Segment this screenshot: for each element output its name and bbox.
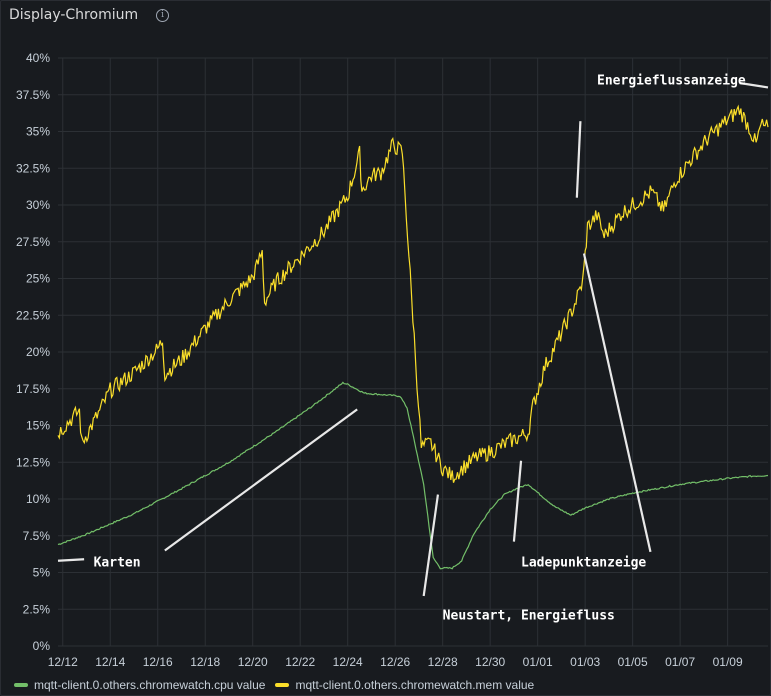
x-tick-label: 01/09 (713, 655, 743, 669)
y-tick-label: 22.5% (16, 308, 50, 322)
annotation-line (57, 558, 85, 562)
x-tick-label: 12/12 (48, 655, 78, 669)
annotation-line (739, 81, 769, 89)
y-tick-label: 12.5% (16, 455, 50, 469)
x-tick-label: 12/30 (475, 655, 505, 669)
annotation-label: Karten (94, 556, 141, 571)
annotation-label: Energieflussanzeige (597, 73, 746, 88)
annotation-line (512, 460, 523, 542)
panel-header: Display-Chromium i (9, 5, 170, 25)
y-tick-label: 32.5% (16, 161, 50, 175)
y-tick-label: 17.5% (16, 382, 50, 396)
y-tick-label: 7.5% (23, 529, 51, 543)
legend-item-cpu[interactable]: mqtt-client.0.others.chromewatch.cpu val… (14, 678, 265, 692)
mem-series-line (57, 104, 769, 483)
x-tick-label: 12/26 (380, 655, 410, 669)
y-tick-label: 5% (33, 566, 51, 580)
y-tick-label: 37.5% (16, 88, 50, 102)
x-tick-label: 12/20 (238, 655, 268, 669)
x-tick-label: 12/14 (95, 655, 125, 669)
legend-label-mem: mqtt-client.0.others.chromewatch.mem val… (295, 678, 535, 692)
legend-swatch-cpu (14, 683, 28, 687)
y-tick-label: 20% (26, 345, 50, 359)
legend: mqtt-client.0.others.chromewatch.cpu val… (14, 678, 544, 692)
y-tick-label: 2.5% (23, 602, 51, 616)
y-tick-label: 15% (26, 419, 50, 433)
annotation-label: Ladepunktanzeige (521, 556, 646, 571)
annotation-label: Neustart, Energiefluss (443, 609, 615, 624)
y-tick-label: 25% (26, 272, 50, 286)
legend-label-cpu: mqtt-client.0.others.chromewatch.cpu val… (34, 678, 266, 692)
panel-title[interactable]: Display-Chromium (9, 7, 139, 23)
x-tick-label: 12/24 (333, 655, 363, 669)
cpu-series-line (57, 381, 769, 570)
annotation-line (575, 121, 582, 198)
x-tick-label: 12/18 (190, 655, 220, 669)
y-tick-label: 0% (33, 639, 51, 653)
y-tick-label: 27.5% (16, 235, 50, 249)
x-tick-label: 01/03 (570, 655, 600, 669)
y-tick-label: 40% (26, 51, 50, 65)
legend-item-mem[interactable]: mqtt-client.0.others.chromewatch.mem val… (275, 678, 534, 692)
y-tick-label: 30% (26, 198, 50, 212)
annotation-line (164, 408, 358, 552)
x-tick-label: 12/16 (143, 655, 173, 669)
x-tick-label: 01/07 (665, 655, 695, 669)
x-tick-label: 12/28 (428, 655, 458, 669)
x-tick-label: 01/05 (618, 655, 648, 669)
y-tick-label: 35% (26, 125, 50, 139)
x-tick-label: 01/01 (523, 655, 553, 669)
legend-swatch-mem (275, 683, 290, 687)
annotation-line (582, 253, 652, 553)
info-icon[interactable]: i (156, 8, 170, 22)
y-tick-label: 10% (26, 492, 50, 506)
annotation-line (422, 494, 440, 597)
x-tick-label: 12/22 (285, 655, 315, 669)
